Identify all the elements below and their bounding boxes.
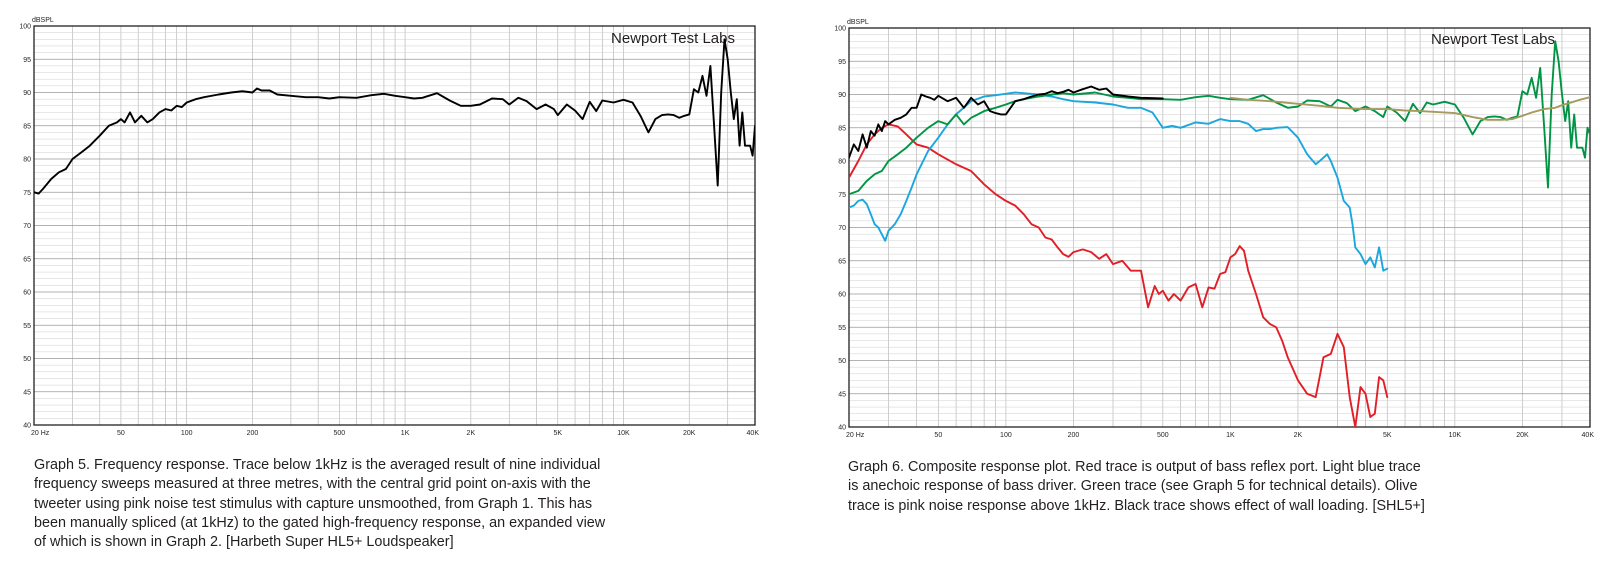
x-tick-label: 200	[247, 430, 259, 437]
y-tick-label: 100	[834, 26, 846, 33]
y-tick-label: 65	[838, 258, 846, 265]
x-tick-label: 1K	[401, 430, 410, 437]
y-tick-label: 100	[19, 24, 31, 31]
x-tick-label: 50	[934, 432, 942, 439]
caption-line: frequency sweeps measured at three metre…	[34, 476, 591, 493]
series-line-3	[849, 40, 1590, 196]
y-tick-label: 90	[838, 92, 846, 99]
series-line-1	[849, 123, 1389, 427]
x-tick-label: 20 Hz	[846, 432, 865, 439]
graph-6-caption: Graph 6. Composite response plot. Red tr…	[848, 458, 1498, 516]
caption-line: Graph 5. Frequency response. Trace below…	[34, 457, 601, 473]
y-tick-label: 80	[23, 157, 31, 164]
x-tick-label: 100	[1000, 432, 1012, 439]
graph-5-panel: 40 45 50 55 60 65 70 75 80 85 90 95 100 dBSPL 20 Hz 50 1…	[0, 0, 790, 580]
y-axis-label: dBSPL	[32, 17, 54, 24]
x-tick-label: 500	[333, 430, 345, 437]
y-tick-label: 75	[23, 190, 31, 197]
y-tick-label: 40	[838, 425, 846, 432]
y-tick-label: 75	[838, 192, 846, 199]
y-tick-label: 60	[23, 290, 31, 297]
x-tick-label: 2K	[467, 430, 476, 437]
caption-line: been manually spliced (at 1kHz) to the g…	[34, 514, 606, 531]
x-tick-label: 50	[117, 430, 125, 437]
x-tick-label: 40K	[1582, 432, 1595, 439]
plot-frame	[848, 27, 1591, 428]
plot-frame	[33, 25, 756, 426]
y-tick-label: 60	[838, 292, 846, 299]
y-tick-label: 90	[23, 90, 31, 97]
y-tick-label: 80	[838, 159, 846, 166]
x-tick-label: 500	[1157, 432, 1169, 439]
series-line-5	[849, 85, 1164, 159]
caption-line: Graph 6. Composite response plot. Red tr…	[848, 459, 1421, 475]
grid	[849, 28, 1590, 427]
x-tick-label: 40K	[747, 430, 760, 437]
watermark-label: Newport Test Labs	[611, 30, 735, 47]
y-tick-label: 95	[838, 59, 846, 66]
x-tick-label: 20K	[1516, 432, 1529, 439]
y-tick-label: 45	[838, 391, 846, 398]
y-tick-label: 95	[23, 57, 31, 64]
y-axis-label: dBSPL	[847, 19, 869, 26]
x-tick-label: 10K	[617, 430, 630, 437]
caption-line: trace is pink noise response above 1kHz.…	[848, 497, 1425, 514]
graph-6-panel: 40 45 50 55 60 65 70 75 80 85 90 95 100 dBSPL 20 Hz 50 1…	[815, 0, 1600, 580]
y-tick-label: 45	[23, 389, 31, 396]
y-tick-label: 40	[23, 423, 31, 430]
caption-line: tweeter using pink noise test stimulus w…	[34, 495, 593, 512]
x-tick-label: 20 Hz	[31, 430, 50, 437]
series-line-1	[34, 38, 755, 195]
y-tick-label: 70	[23, 223, 31, 230]
x-tick-label: 2K	[1294, 432, 1303, 439]
grid	[34, 26, 755, 425]
caption-line: is anechoic response of bass driver. Gre…	[848, 478, 1418, 495]
x-tick-label: 20K	[683, 430, 696, 437]
x-tick-label: 1K	[1226, 432, 1235, 439]
y-tick-label: 65	[23, 256, 31, 263]
series-line-2	[849, 91, 1389, 272]
y-tick-label: 85	[23, 123, 31, 130]
y-tick-label: 85	[838, 125, 846, 132]
y-tick-label: 50	[838, 358, 846, 365]
x-tick-label: 100	[181, 430, 193, 437]
caption-line: of which is shown in Graph 2. [Harbeth S…	[34, 534, 454, 551]
y-tick-label: 55	[838, 325, 846, 332]
series-line-4	[1229, 96, 1590, 121]
y-tick-label: 55	[23, 323, 31, 330]
y-tick-label: 70	[838, 225, 846, 232]
y-tick-label: 50	[23, 356, 31, 363]
graph-5-caption: Graph 5. Frequency response. Trace below…	[34, 456, 714, 552]
watermark-label: Newport Test Labs	[1431, 31, 1555, 48]
x-tick-label: 5K	[1383, 432, 1392, 439]
x-tick-label: 200	[1068, 432, 1080, 439]
x-tick-label: 10K	[1449, 432, 1462, 439]
x-tick-label: 5K	[553, 430, 562, 437]
